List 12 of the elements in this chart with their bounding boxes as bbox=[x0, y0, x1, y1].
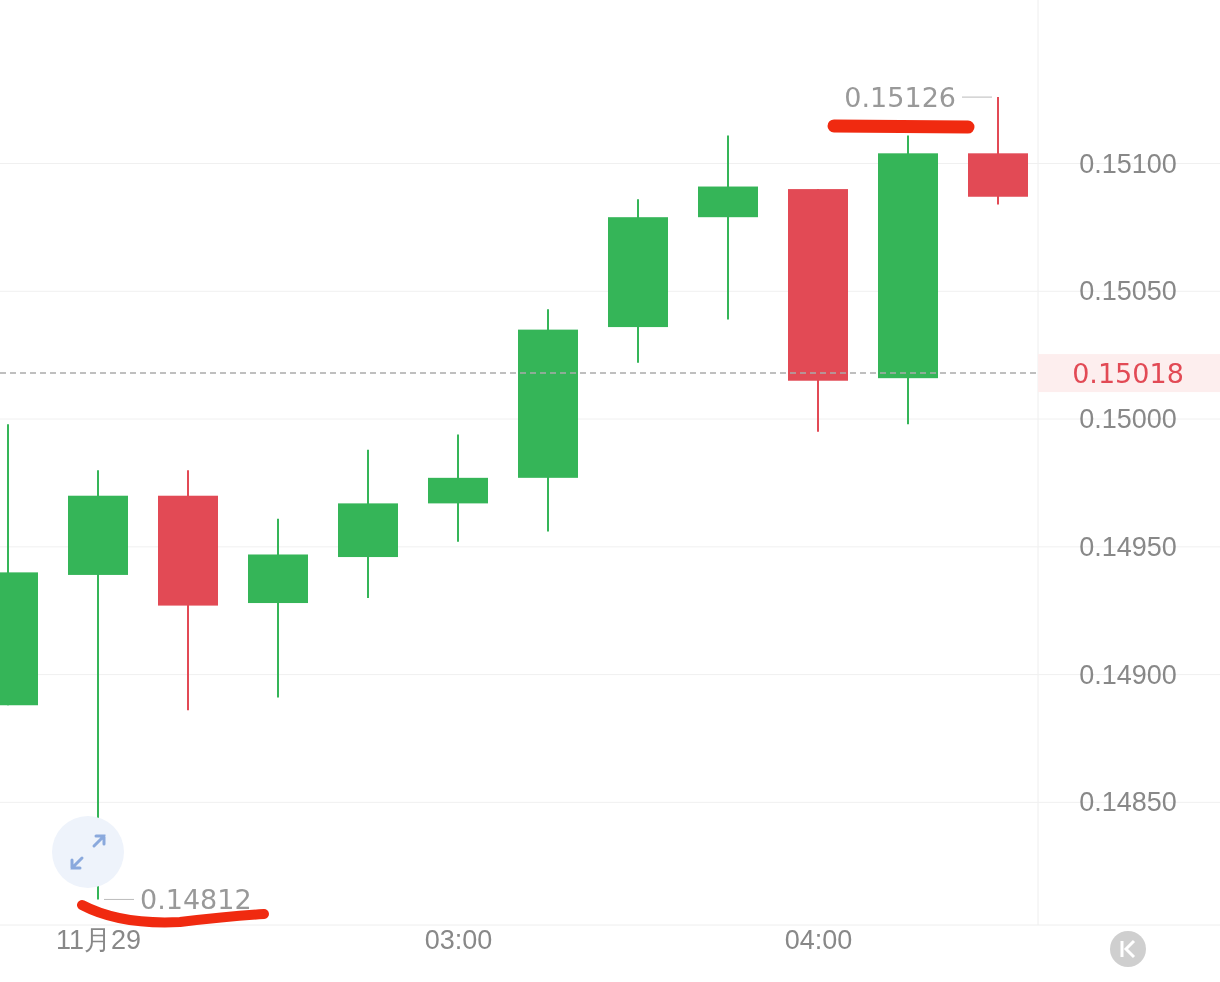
annotation: 0.15126 bbox=[844, 81, 956, 113]
y-tick-label: 0.14850 bbox=[1079, 787, 1177, 818]
x-tick-label: 04:00 bbox=[784, 925, 853, 956]
y-tick-label: 0.15050 bbox=[1079, 276, 1177, 307]
ref-line-label: 0.15018 bbox=[1072, 357, 1184, 389]
annotation: 0.14812 bbox=[140, 883, 252, 915]
y-tick-label: 0.15000 bbox=[1079, 404, 1177, 435]
y-tick-label: 0.14900 bbox=[1079, 659, 1177, 690]
x-tick-label: 03:00 bbox=[424, 925, 493, 956]
y-tick-label: 0.15100 bbox=[1079, 148, 1177, 179]
y-tick-label: 0.14950 bbox=[1079, 531, 1177, 562]
x-tick-label: 11月29 bbox=[55, 925, 142, 956]
